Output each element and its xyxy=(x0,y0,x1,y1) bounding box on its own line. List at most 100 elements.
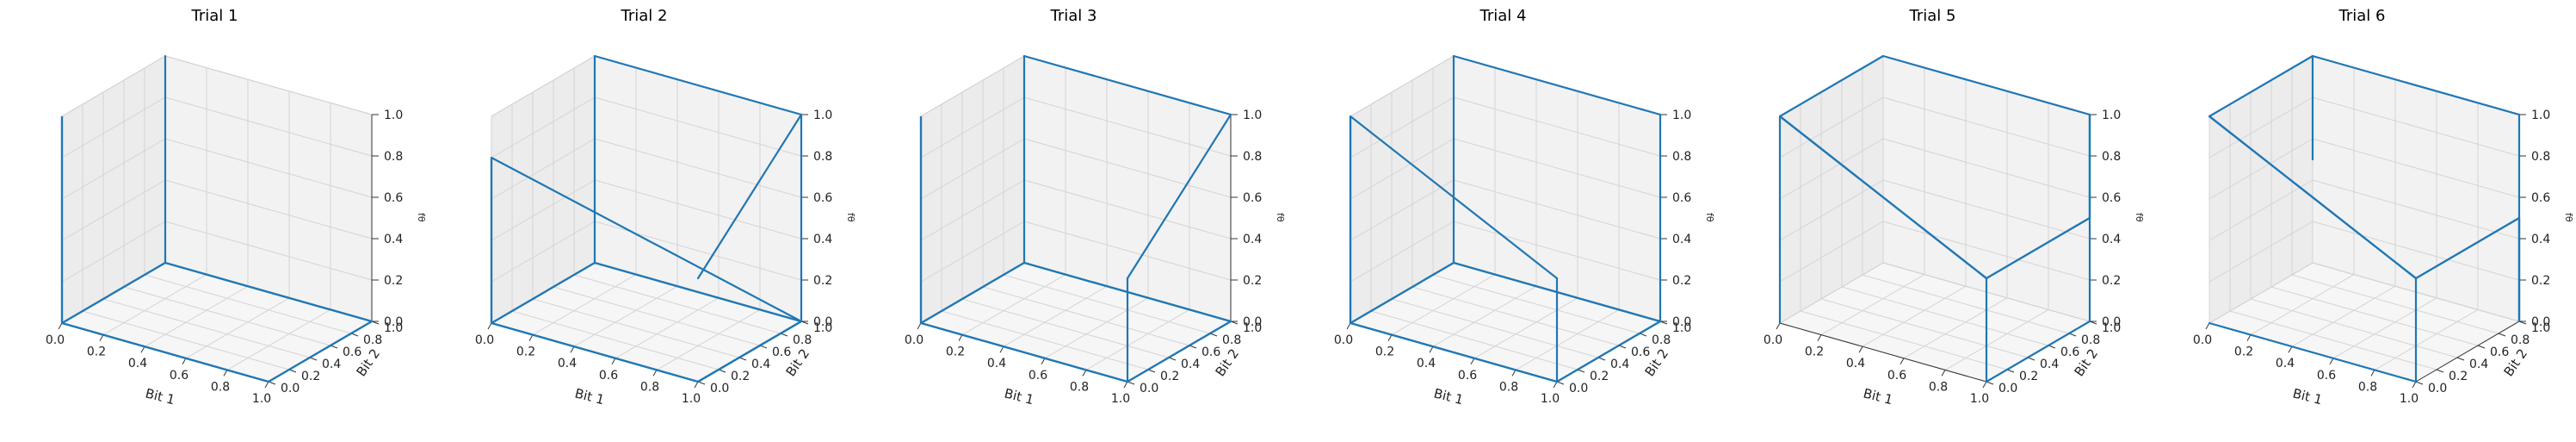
x-axis-label: Bit 1 xyxy=(573,385,606,408)
grid-line xyxy=(2312,96,2520,157)
x-tick xyxy=(1553,381,1558,389)
grid-line xyxy=(1515,308,1620,370)
x-tick-label: 0.2 xyxy=(1375,346,1394,359)
y-tick-label: 1.0 xyxy=(1672,321,1691,335)
x-axis-label: Bit 1 xyxy=(144,385,176,408)
grid-line xyxy=(920,221,1025,283)
x-tick-label: 0.0 xyxy=(905,333,924,347)
x-tick xyxy=(1429,346,1434,353)
subplot-4: Trial 4 0.0 0.0 0.0 0.2 0.2 0.2 0.4 0.4 0.4 0.6 0.6… xyxy=(1288,0,1718,442)
grid-line xyxy=(1350,55,1455,117)
y-tick xyxy=(2415,381,2424,385)
x-tick xyxy=(140,346,145,353)
plot-area: 0.00.00.00.20.20.20.4 0.40.40.60.60.60.80… xyxy=(2193,54,2574,408)
grid-line xyxy=(1085,308,1190,370)
y-tick-label: 0.0 xyxy=(2428,382,2447,395)
z-tick-label: 0.4 xyxy=(2531,233,2550,246)
plot-area: 0.00.00.00.20.20.20.4 0.40.40.60.60.60.80… xyxy=(475,54,856,408)
grid-line xyxy=(1453,179,1661,240)
z-tick-label: 0.0 xyxy=(2531,315,2550,329)
x-tick-label: 1.0 xyxy=(1111,392,1130,406)
z-tick-label: 1.0 xyxy=(1243,109,1262,122)
subplot-title: Trial 5 xyxy=(1909,7,1956,25)
y-tick-label: 1.0 xyxy=(813,321,832,335)
grid-line xyxy=(961,298,1170,358)
grid-line xyxy=(2208,96,2313,159)
grid-line xyxy=(2291,274,2499,334)
grid-line xyxy=(144,285,249,347)
data-segment xyxy=(2208,54,2314,118)
grid-line xyxy=(920,138,1025,200)
grid-line xyxy=(1779,179,1884,241)
grid-line xyxy=(1453,221,1661,281)
y-tick-label: 0.0 xyxy=(710,382,729,395)
subplot-6: Trial 6 0.0 0.0 0.0 0.2 0.2 0.2 0.4 0.4 0.4 0.6 0.6… xyxy=(2147,0,2576,442)
x-tick-label: 0.6 xyxy=(1029,369,1047,383)
data-segment xyxy=(593,54,803,116)
z-tick-label: 0.0 xyxy=(2102,315,2121,329)
x-tick-label: 0.2 xyxy=(87,346,106,359)
subplot-2: Trial 2 0.0 0.0 0.0 0.2 0.2 0.2 0.4 0.4 0.4 0.6 0.6… xyxy=(429,0,859,442)
x-tick-label: 1.0 xyxy=(682,392,701,406)
x-tick-label: 0.6 xyxy=(170,369,188,383)
x-axis-label: Bit 1 xyxy=(1432,385,1465,408)
z-tick-label: 0.2 xyxy=(1672,274,1691,288)
grid-line xyxy=(941,310,1149,370)
y-tick-label: 0.2 xyxy=(731,370,750,383)
x-tick xyxy=(1082,370,1087,377)
subplot-5: Trial 5 0.0 0.0 0.0 0.2 0.2 0.2 0.4 0.4 0.4 0.6 0.6… xyxy=(1718,0,2147,442)
grid-line xyxy=(1903,297,2008,359)
y-tick-label: 0.6 xyxy=(1631,346,1650,359)
x-tick xyxy=(1858,346,1863,353)
plot-area: 0.00.00.00.20.20.20.4 0.40.40.60.60.60.80… xyxy=(905,54,1286,408)
grid-line xyxy=(144,274,352,334)
grid-line xyxy=(491,138,596,200)
grid-line xyxy=(102,274,207,336)
z-tick-label: 0.0 xyxy=(1243,315,1262,329)
z-tick-label: 0.8 xyxy=(2531,150,2550,164)
grid-line xyxy=(2250,298,2458,358)
grid-line xyxy=(573,274,781,334)
grid-line xyxy=(1023,138,1232,198)
subplot-title: Trial 3 xyxy=(1050,7,1097,25)
grid-line xyxy=(2312,179,2520,240)
z-tick-label: 0.6 xyxy=(1243,191,1262,205)
z-tick-label: 0.2 xyxy=(813,274,832,288)
data-segment xyxy=(696,113,803,280)
data-line xyxy=(60,116,374,383)
y-tick-label: 0.0 xyxy=(1998,382,2017,395)
y-tick-label: 0.4 xyxy=(751,358,770,371)
x-tick xyxy=(1470,358,1475,365)
subplot-3: Trial 3 0.0 0.0 0.0 0.2 0.2 0.2 0.4 0.4 0.4 0.6 0.6… xyxy=(859,0,1288,442)
y-tick-label: 0.0 xyxy=(281,382,300,395)
x-tick-label: 0.6 xyxy=(1458,369,1477,383)
y-axis-line xyxy=(2415,321,2520,383)
data-segment xyxy=(1985,320,2091,383)
grid-line xyxy=(920,55,1025,117)
subplot-title: Trial 1 xyxy=(191,7,238,25)
z-tick-label: 1.0 xyxy=(2531,109,2550,122)
x-tick xyxy=(1123,381,1128,389)
grid-line xyxy=(491,96,596,159)
x-tick xyxy=(958,334,963,341)
grid-line xyxy=(1779,96,1884,159)
grid-line xyxy=(1944,308,2049,370)
x-axis-label: Bit 1 xyxy=(1862,385,1894,408)
plot-area: 0.00.00.00.20.20.20.4 0.40.40.60.60.60.80… xyxy=(46,54,427,408)
grid-line xyxy=(1882,221,2091,281)
grid-line xyxy=(1882,179,2091,240)
x-tick-label: 0.4 xyxy=(558,357,577,370)
x-tick-label: 1.0 xyxy=(2400,392,2418,406)
y-tick-label: 0.0 xyxy=(1140,382,1158,395)
x-tick-label: 0.4 xyxy=(2276,357,2295,370)
grid-line xyxy=(491,221,596,283)
grid-line xyxy=(491,55,596,117)
x-tick-label: 1.0 xyxy=(1541,392,1560,406)
x-tick xyxy=(570,346,575,353)
grid-line xyxy=(532,274,637,336)
x-tick-label: 0.8 xyxy=(1070,380,1089,394)
x-tick-label: 0.8 xyxy=(2358,380,2377,394)
z-tick-label: 0.8 xyxy=(813,150,832,164)
data-segment xyxy=(2208,321,2418,383)
x-tick xyxy=(528,334,534,341)
